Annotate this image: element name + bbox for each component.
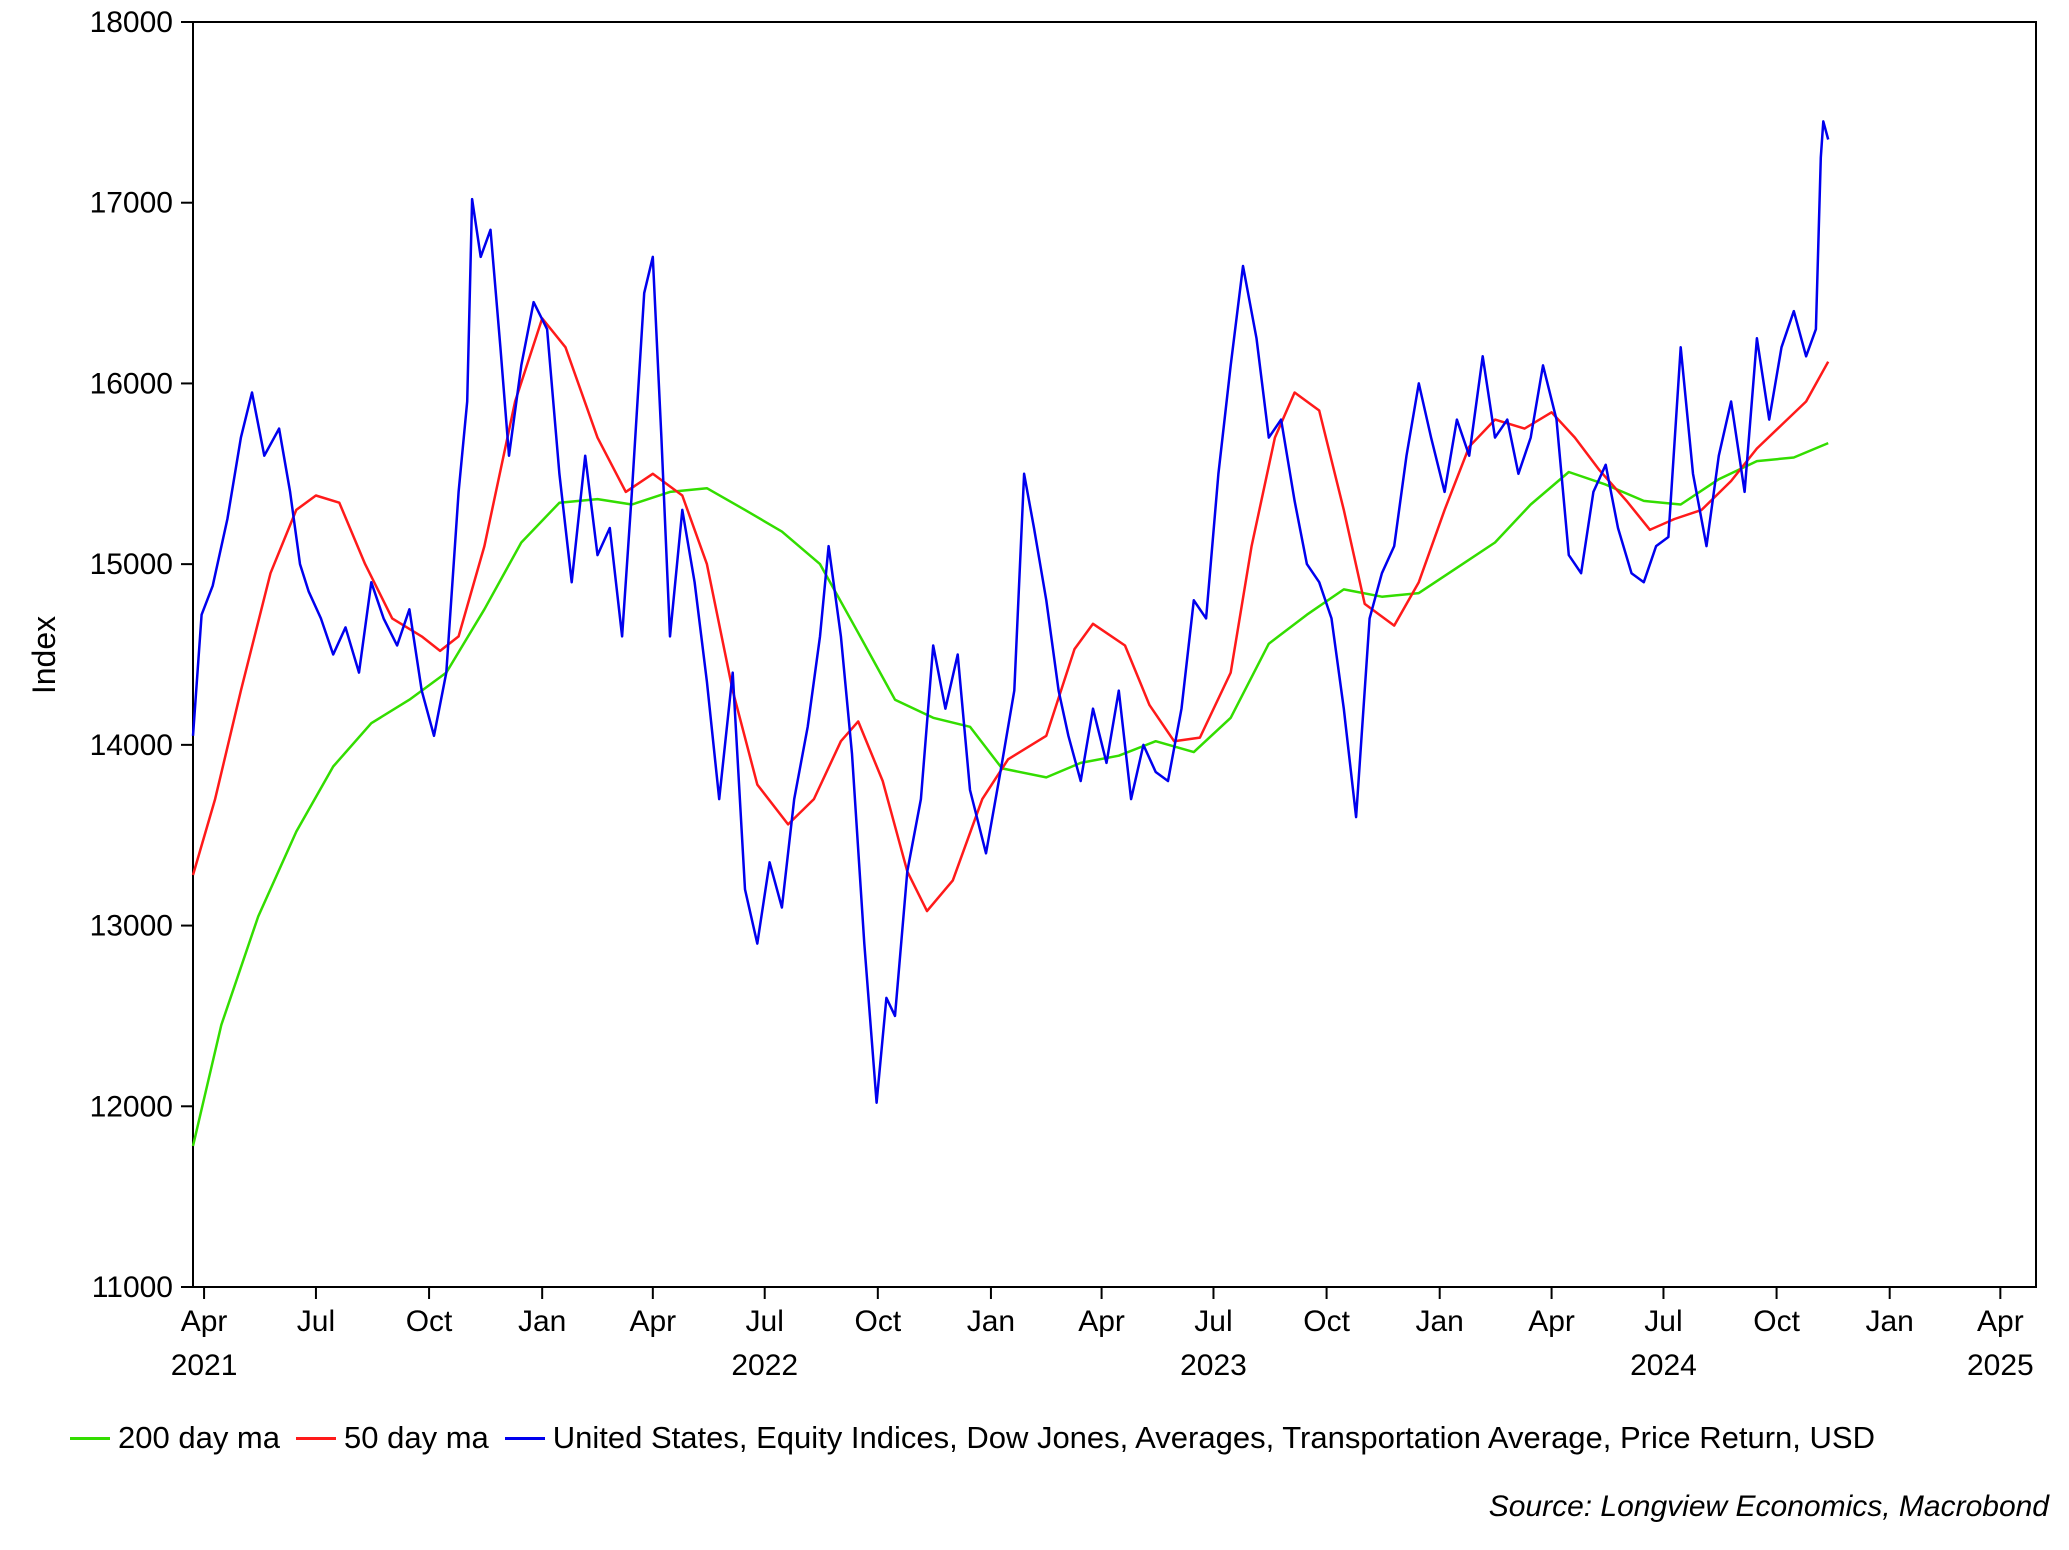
x-tick-label: Jan [967,1305,1015,1338]
legend: 200 day ma 50 day ma United States, Equity… [70,1420,1891,1456]
x-tick-label: Oct [406,1305,453,1338]
x-tick-label: Jul [1194,1305,1232,1338]
y-tick-label: 12000 [90,1090,173,1123]
series-layer [191,120,1830,1147]
y-tick-label: 16000 [90,367,173,400]
y-axis-label: Index [26,616,62,694]
x-tick-label: Oct [1753,1305,1800,1338]
x-axis: Apr 2021 Jul Oct Jan Apr Jul 2022 Oct Jan Apr Jul 20… [171,1287,2034,1382]
series-line-2 [191,317,1830,913]
y-tick-label: 15000 [90,548,173,581]
x-tick-label: Oct [1303,1305,1350,1338]
plot-area [192,21,2037,1288]
legend-label: 50 day ma [344,1420,489,1455]
x-tick-label: Jul [1644,1305,1682,1338]
y-tick-label: 13000 [90,910,173,943]
legend-item: 50 day ma [296,1420,489,1456]
x-tick-label: Apr [629,1305,676,1338]
legend-swatch [504,1436,545,1440]
y-tick-label: 14000 [90,729,173,762]
x-tick-label: Oct [854,1305,901,1338]
y-tick-label: 17000 [90,187,173,220]
x-tick-label: Apr [1078,1305,1125,1338]
source-note: Source: Longview Economics, Macrobond [1488,1490,2049,1523]
legend-label: United States, Equity Indices, Dow Jones… [552,1420,1875,1455]
legend-item: United States, Equity Indices, Dow Jones… [504,1420,1875,1456]
legend-item: 200 day ma [70,1420,280,1456]
y-tick-label: 11000 [92,1271,173,1304]
x-tick-label: Jan [1866,1305,1914,1338]
x-tick-label: Jul [746,1305,784,1338]
x-tick-label: Jan [1416,1305,1464,1338]
legend-label: 200 day ma [118,1420,280,1455]
legend-swatch [70,1436,110,1440]
x-year-label: 2021 [171,1349,238,1382]
y-tick-label: 18000 [90,6,173,39]
x-tick-label: Apr [1528,1305,1575,1338]
x-tick-label: Apr [181,1305,228,1338]
x-tick-label: Jan [518,1305,566,1338]
x-year-label: 2023 [1180,1349,1247,1382]
x-year-label: 2024 [1630,1349,1697,1382]
legend-swatch [296,1436,336,1440]
x-year-label: 2025 [1967,1349,2034,1382]
y-axis: 11000 12000 13000 14000 15000 16000 17000 18000 [90,6,193,1304]
x-year-label: 2022 [731,1349,798,1382]
line-chart: 11000 12000 13000 14000 15000 16000 17000 18000… [26,6,2037,1382]
x-tick-label: Jul [297,1305,335,1338]
series-line-3 [191,120,1830,1104]
x-tick-label: Apr [1977,1305,2024,1338]
